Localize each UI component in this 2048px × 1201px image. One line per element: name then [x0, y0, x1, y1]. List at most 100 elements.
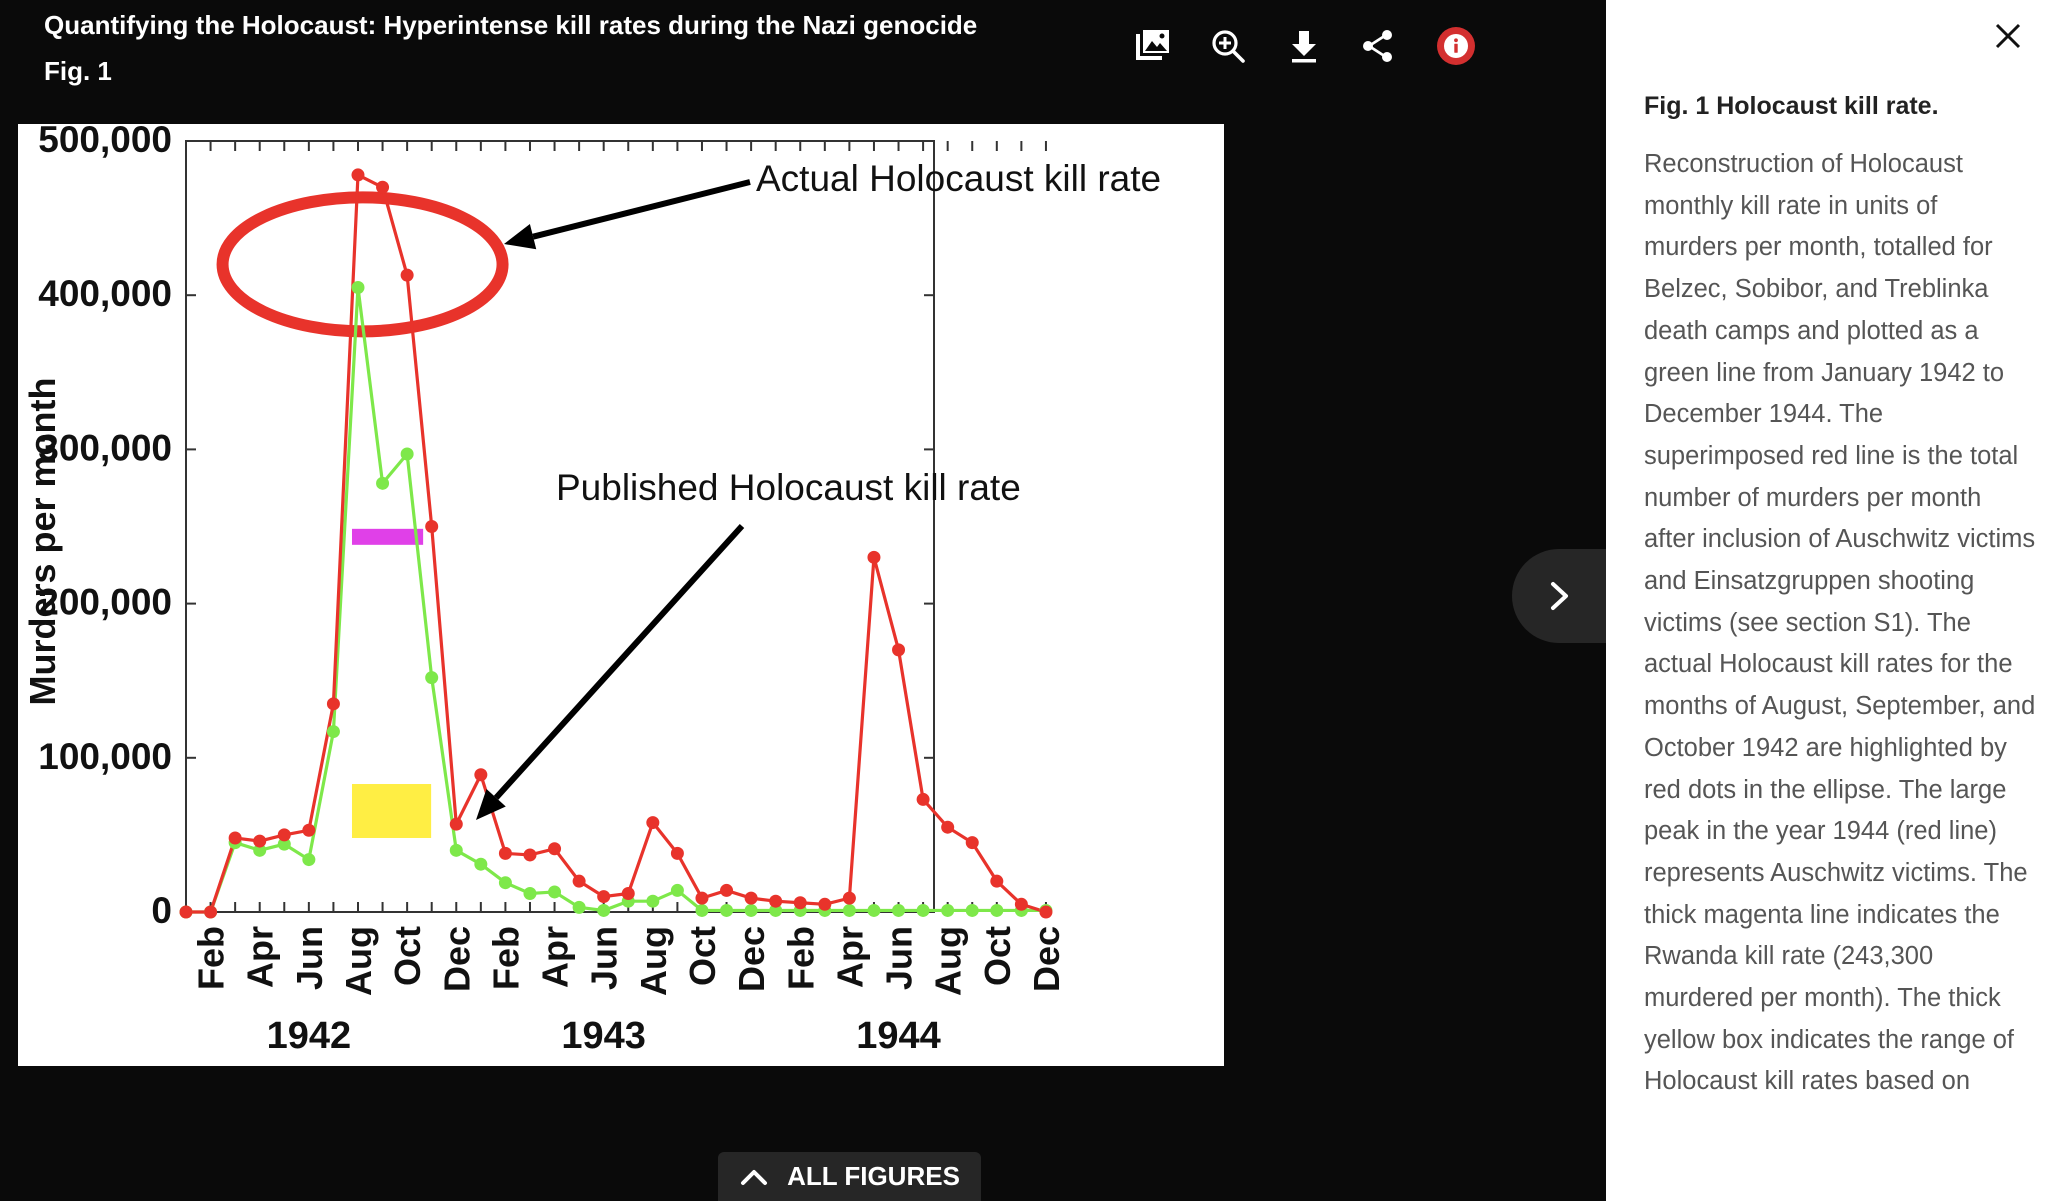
x-tick-label: Aug	[928, 926, 969, 996]
x-tick-label: Apr	[535, 926, 576, 988]
x-tick-label: Aug	[633, 926, 674, 996]
data-point	[769, 903, 783, 917]
year-label: 1944	[856, 1015, 941, 1057]
data-point	[695, 903, 709, 917]
share-button[interactable]	[1350, 18, 1406, 74]
data-point	[621, 886, 635, 900]
data-point	[744, 903, 758, 917]
data-point	[646, 816, 660, 830]
data-point	[548, 842, 562, 856]
data-point	[892, 643, 906, 657]
data-point	[548, 885, 562, 899]
data-point	[818, 897, 832, 911]
data-point	[474, 857, 488, 871]
kill-rate-chart: 0 100,000 200,000 300,000 400,000 500,000 Mur…	[22, 124, 1161, 1057]
annotation-actual-rate: Actual Holocaust kill rate	[756, 158, 1161, 199]
series-line-red	[186, 172, 1047, 914]
x-tick-label: Oct	[977, 926, 1018, 986]
x-tick-label: Feb	[191, 926, 232, 990]
close-icon	[1995, 23, 2021, 49]
data-point	[941, 903, 955, 917]
x-tick-label: Oct	[387, 926, 428, 986]
y-tick-label: 400,000	[38, 273, 172, 314]
chevron-right-icon	[1551, 582, 1568, 610]
data-point	[842, 903, 856, 917]
data-point	[965, 903, 979, 917]
x-tick-label: Feb	[485, 926, 526, 990]
data-point	[400, 268, 414, 282]
download-button[interactable]	[1276, 18, 1332, 74]
data-point	[769, 894, 783, 908]
caption-panel: Fig. 1 Holocaust kill rate. Reconstructi…	[1606, 0, 2048, 1201]
data-point	[867, 550, 881, 564]
x-tick-label: Feb	[780, 926, 821, 990]
data-point	[523, 848, 537, 862]
data-point	[425, 671, 439, 685]
next-figure-button[interactable]	[1512, 549, 1606, 643]
data-point	[793, 896, 807, 910]
zoom-in-icon	[1212, 30, 1245, 63]
data-point	[228, 831, 242, 845]
data-point	[474, 768, 488, 782]
data-point	[277, 828, 291, 842]
figure-label: Fig. 1	[44, 56, 112, 86]
x-tick-label: Aug	[338, 926, 379, 996]
year-label: 1942	[267, 1015, 352, 1057]
x-tick-label: Apr	[240, 926, 281, 988]
data-point	[941, 820, 955, 834]
data-point	[326, 725, 340, 739]
arrow-published-rate	[476, 523, 745, 820]
x-tick-label: Jun	[289, 926, 330, 990]
data-point	[1014, 897, 1028, 911]
data-point	[253, 843, 267, 857]
plot-area	[185, 140, 935, 913]
data-point	[965, 836, 979, 850]
all-figures-label: ALL FIGURES	[787, 1161, 960, 1191]
y-tick-label: 300,000	[38, 427, 172, 468]
figure-image[interactable]: 0 100,000 200,000 300,000 400,000 500,000 Mur…	[18, 124, 1224, 1066]
share-icon	[1363, 30, 1392, 62]
article-title: Quantifying the Holocaust: Hyperintense …	[44, 10, 978, 40]
published-range-box	[351, 784, 432, 838]
data-point	[326, 697, 340, 711]
gallery-icon	[1136, 30, 1169, 60]
data-point	[302, 823, 316, 837]
chevron-up-icon	[741, 1169, 768, 1185]
data-point	[498, 876, 512, 890]
data-point	[1039, 905, 1053, 919]
info-icon	[1437, 27, 1475, 65]
data-point	[449, 843, 463, 857]
caption-title: Fig. 1 Holocaust kill rate.	[1644, 92, 1939, 120]
data-point	[916, 903, 930, 917]
x-tick-label: Dec	[1026, 926, 1067, 992]
data-point	[695, 891, 709, 905]
close-button[interactable]	[1988, 16, 2028, 56]
data-point	[720, 883, 734, 897]
data-point	[990, 903, 1004, 917]
x-tick-label: Apr	[829, 926, 870, 988]
y-axis-label: Murders per month	[22, 377, 63, 705]
arrow-actual-rate	[504, 179, 751, 250]
data-point	[597, 903, 611, 917]
info-button[interactable]	[1428, 18, 1484, 74]
download-icon	[1292, 31, 1316, 63]
data-point	[498, 846, 512, 860]
data-point	[302, 853, 316, 867]
data-point	[376, 180, 390, 194]
data-point	[842, 891, 856, 905]
data-point	[892, 903, 906, 917]
year-label: 1943	[561, 1015, 646, 1057]
annotation-published-rate: Published Holocaust kill rate	[556, 467, 1021, 508]
all-figures-button[interactable]: ALL FIGURES	[718, 1152, 981, 1201]
gallery-button[interactable]	[1124, 18, 1180, 74]
x-tick-label: Jun	[879, 926, 920, 990]
caption-body: Reconstruction of Holocaust monthly kill…	[1644, 150, 2036, 1096]
data-point	[204, 905, 218, 919]
zoom-in-button[interactable]	[1200, 18, 1256, 74]
y-tick-label: 500,000	[38, 124, 172, 160]
data-point	[523, 886, 537, 900]
data-point	[351, 168, 365, 182]
data-point	[597, 890, 611, 904]
data-point	[179, 905, 193, 919]
data-point	[351, 280, 365, 294]
